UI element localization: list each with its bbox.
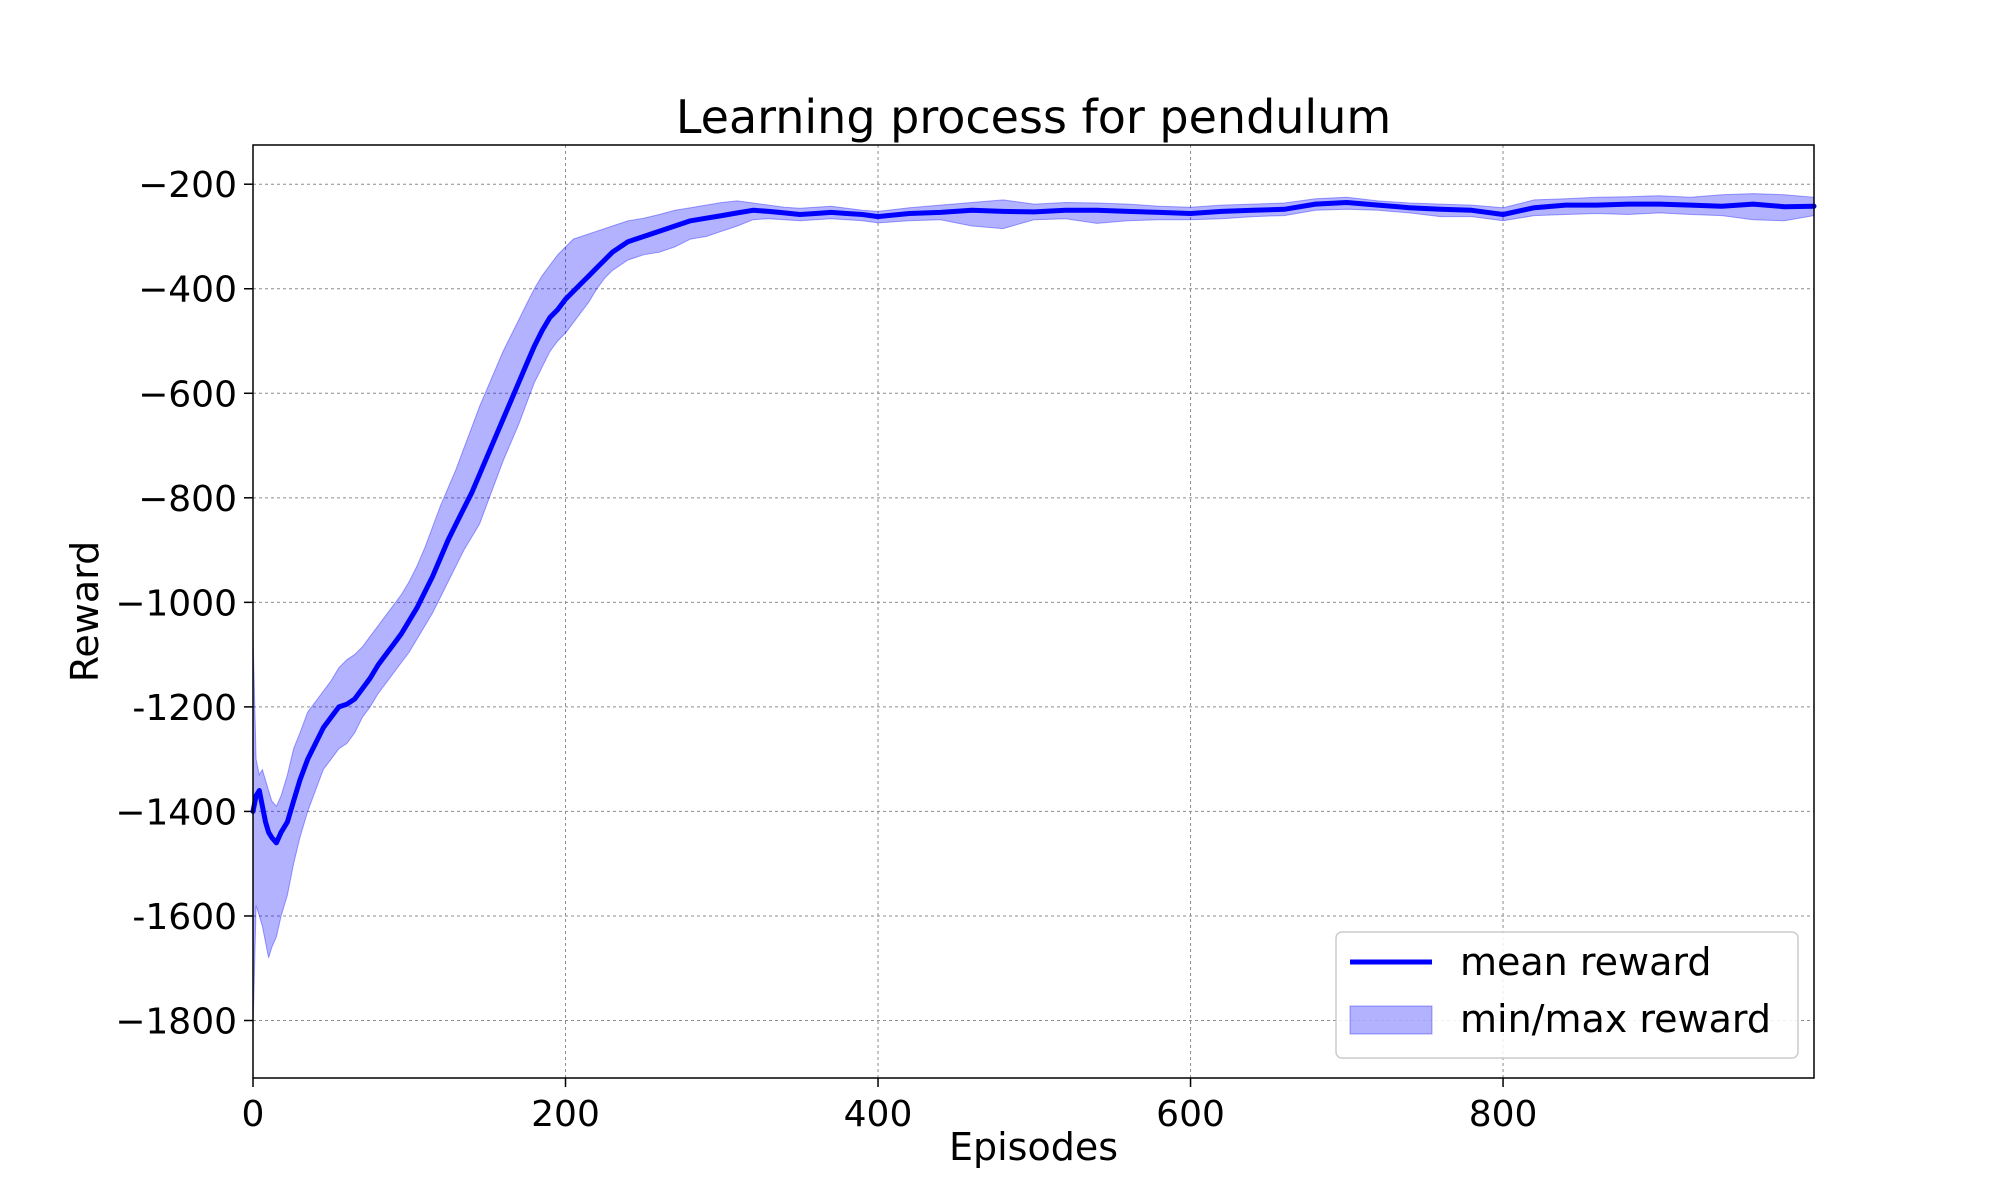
legend-box [1335, 931, 1799, 1059]
legend-band-swatch [1349, 1005, 1433, 1035]
y-tick-label: −1000 [115, 583, 237, 624]
x-tick-label: 800 [1469, 1094, 1538, 1135]
x-tick-label: 0 [242, 1094, 265, 1135]
x-tick-label: 200 [531, 1094, 600, 1135]
plot-frame [252, 144, 1815, 1079]
x-axis-label: Episodes [949, 1125, 1118, 1169]
y-tick-label: −600 [138, 374, 237, 415]
legend-mean-label: mean reward [1460, 940, 1711, 984]
x-tick-label: 400 [844, 1094, 913, 1135]
x-axis-ticks: 0 200 400 600 800 [242, 1078, 1538, 1135]
legend: mean reward min/max reward [1335, 931, 1799, 1059]
mean-reward-line [250, 200, 1817, 846]
y-axis-label: Reward [63, 541, 107, 683]
line-layer [250, 200, 1817, 846]
y-tick-label: -1600 [132, 897, 237, 938]
y-tick-label: −400 [138, 270, 237, 311]
chart-title: Learning process for pendulum [676, 90, 1391, 144]
y-tick-label: -1200 [132, 688, 237, 729]
legend-band-label: min/max reward [1460, 997, 1771, 1041]
y-tick-label: −200 [138, 165, 237, 206]
y-axis-ticks: −1800 -1600 −1400 -1200 −1000 −800 −600 −400 −20… [115, 165, 253, 1043]
y-tick-label: −800 [138, 479, 237, 520]
y-tick-label: −1400 [115, 792, 237, 833]
y-tick-label: −1800 [115, 1002, 237, 1043]
x-tick-label: 600 [1156, 1094, 1225, 1135]
grid-lines [253, 145, 1814, 1078]
